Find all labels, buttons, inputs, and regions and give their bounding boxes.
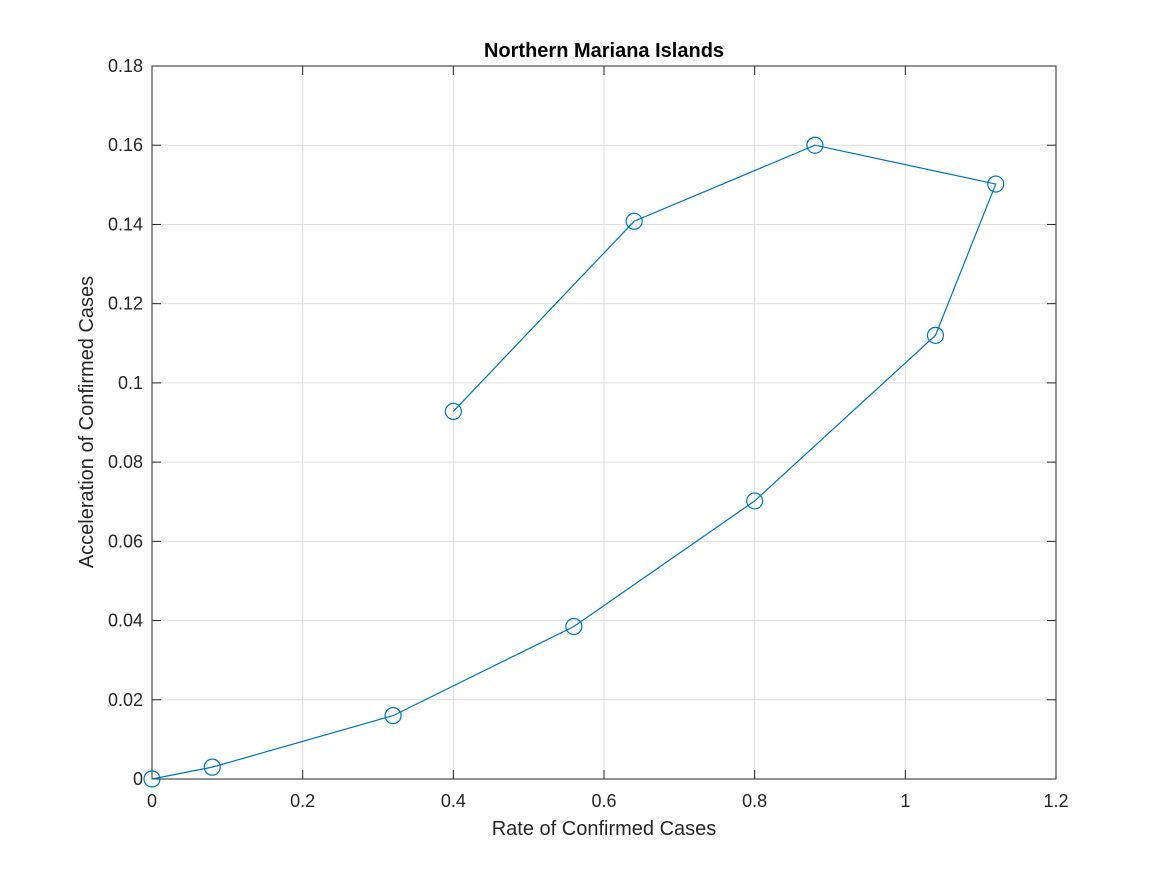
ticks: 0 0.2 0.4 0.6 0.8 1 1.2 0 0.02 0.04 0.06 0.08 0.1 0.1… <box>108 56 1069 811</box>
y-tick-label: 0.06 <box>108 531 143 551</box>
x-tick-label: 0.2 <box>290 791 315 811</box>
data-point <box>625 212 643 230</box>
x-axis-label: Rate of Confirmed Cases <box>492 818 717 840</box>
y-tick-label: 0.1 <box>118 373 143 393</box>
data-point <box>565 617 583 636</box>
y-tick-label: 0.18 <box>108 56 143 76</box>
data-point <box>926 326 945 344</box>
x-tick-label: 1 <box>900 791 910 811</box>
x-tick-label: 0.6 <box>591 791 616 811</box>
data-point <box>987 175 1005 193</box>
x-tick-label: 0.8 <box>742 791 767 811</box>
y-tick-label: 0.02 <box>108 690 143 710</box>
y-tick-label: 0.16 <box>108 135 143 155</box>
y-tick-label: 0.08 <box>108 452 143 472</box>
series-line <box>151 144 997 780</box>
y-tick-label: 0.14 <box>108 214 143 234</box>
x-tick-label: 0 <box>147 791 157 811</box>
chart-title: Northern Mariana Islands <box>484 40 724 62</box>
y-tick-label: 0.04 <box>108 611 143 631</box>
data-point <box>806 136 824 154</box>
x-tick-label: 1.2 <box>1043 791 1068 811</box>
data-series <box>143 136 1005 788</box>
y-tick-label: 0.12 <box>108 294 143 314</box>
data-point <box>384 707 402 725</box>
data-point <box>203 758 221 776</box>
y-axis-label: Acceleration of Confirmed Cases <box>76 276 98 568</box>
x-tick-label: 0.4 <box>441 791 466 811</box>
data-point <box>143 770 161 788</box>
data-point <box>746 492 764 510</box>
data-point <box>444 402 462 421</box>
y-tick-label: 0 <box>133 769 143 789</box>
